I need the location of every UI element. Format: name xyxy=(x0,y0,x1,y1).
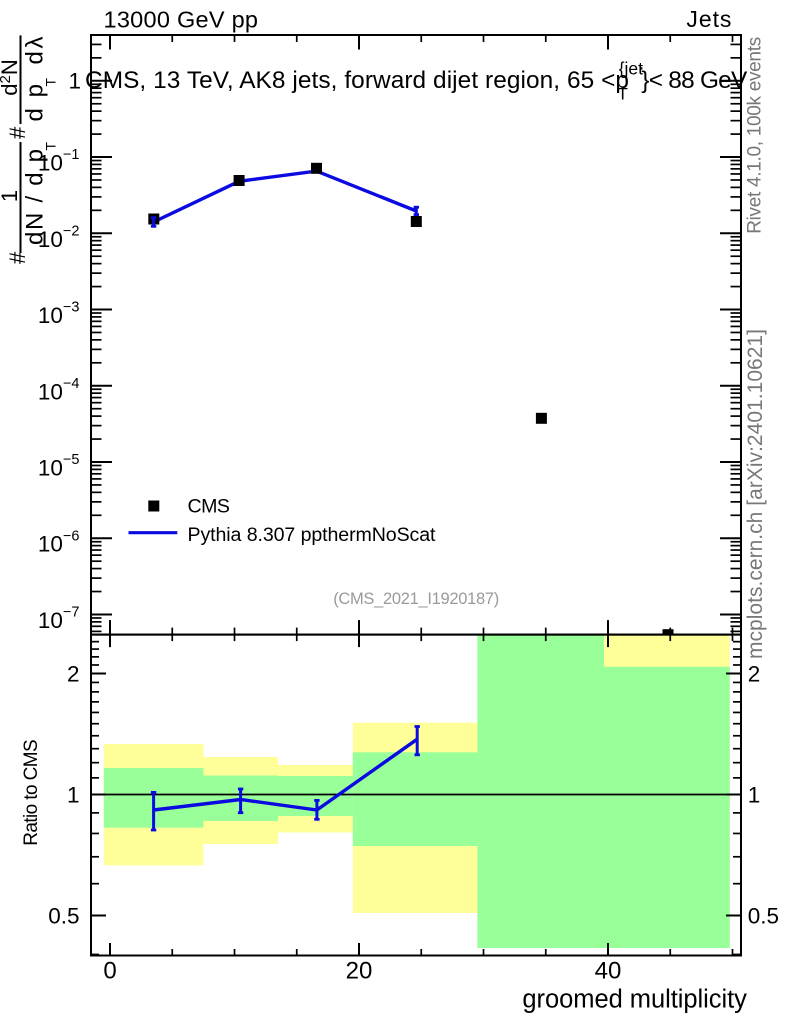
svg-text:1: 1 xyxy=(748,782,761,807)
svg-text:1: 1 xyxy=(0,190,22,202)
svg-text:Ratio to CMS: Ratio to CMS xyxy=(21,739,42,846)
svg-text:CMS: CMS xyxy=(188,496,231,518)
svg-text:d p: d p xyxy=(22,84,49,122)
svg-text:Pythia 8.307 ppthermNoScat: Pythia 8.307 ppthermNoScat xyxy=(188,524,437,546)
svg-text:40: 40 xyxy=(595,958,622,985)
svg-text:T: T xyxy=(618,85,628,104)
svg-text:Rivet 4.1.0, 100k events: Rivet 4.1.0, 100k events xyxy=(744,37,765,234)
svg-text:0.5: 0.5 xyxy=(748,903,779,928)
svg-text:(CMS_2021_I1920187): (CMS_2021_I1920187) xyxy=(333,590,499,608)
svg-text:d2N: d2N xyxy=(0,59,22,95)
svg-text:0: 0 xyxy=(103,958,116,985)
svg-text:1: 1 xyxy=(68,69,81,94)
svg-text:1: 1 xyxy=(67,782,80,807)
svg-text:#: # xyxy=(5,126,30,139)
svg-text:dN / d p: dN / d p xyxy=(22,149,49,245)
svg-text:groomed multiplicity: groomed multiplicity xyxy=(522,986,747,1014)
svg-text:0.5: 0.5 xyxy=(48,903,79,928)
svg-text:CMS, 13 TeV, AK8 jets, forward: CMS, 13 TeV, AK8 jets, forward dijet reg… xyxy=(85,67,629,94)
svg-text:{jet: {jet xyxy=(619,59,643,79)
svg-text:T: T xyxy=(43,142,59,151)
svg-text:#: # xyxy=(5,251,30,264)
svg-text:mcplots.cern.ch [arXiv:2401.10: mcplots.cern.ch [arXiv:2401.10621] xyxy=(744,329,767,659)
svg-text:Jets: Jets xyxy=(686,6,731,32)
svg-text:10−1: 10−1 xyxy=(38,147,80,175)
svg-text:2: 2 xyxy=(67,661,80,686)
svg-text:13000 GeV pp: 13000 GeV pp xyxy=(104,6,259,32)
svg-text:T: T xyxy=(43,78,59,87)
svg-text:2: 2 xyxy=(748,661,761,686)
svg-text:20: 20 xyxy=(346,958,373,985)
svg-text:}< 88 GeV: }< 88 GeV xyxy=(641,67,748,94)
